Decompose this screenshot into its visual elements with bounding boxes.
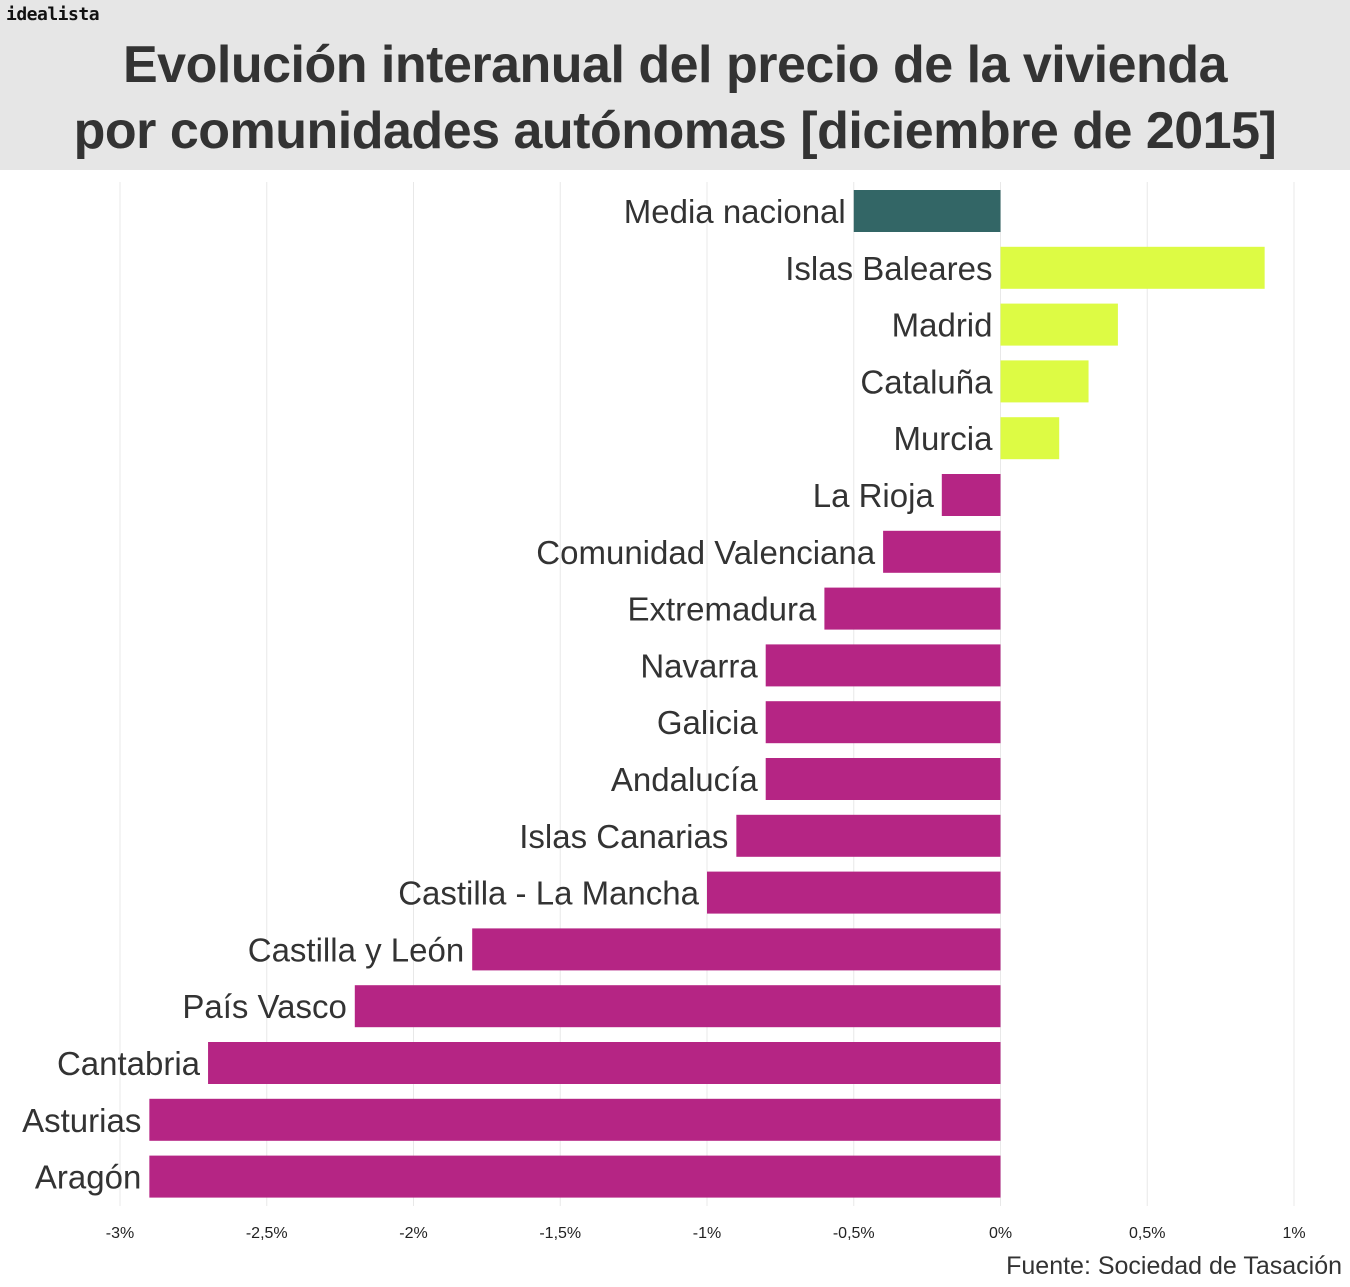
category-label: Navarra [640, 647, 758, 684]
bar [1000, 417, 1060, 460]
category-label: Islas Canarias [519, 818, 728, 855]
bar [883, 530, 1001, 573]
bar [149, 1098, 1001, 1141]
category-label: Asturias [22, 1102, 141, 1139]
bar [736, 814, 1001, 857]
source-note: Fuente: Sociedad de Tasación [1006, 1252, 1342, 1280]
category-label: Castilla y León [248, 931, 464, 968]
x-tick-label: -1% [693, 1225, 721, 1242]
category-label: País Vasco [182, 988, 346, 1025]
x-tick-label: 0,5% [1129, 1225, 1165, 1242]
category-label: Media nacional [624, 193, 846, 230]
header: idealista Evolución interanual del preci… [0, 0, 1350, 170]
category-label: Comunidad Valenciana [536, 534, 875, 571]
bar [208, 1042, 1001, 1084]
bar [1000, 303, 1118, 346]
category-label: Extremadura [627, 591, 817, 628]
category-label: Castilla - La Mancha [398, 875, 699, 912]
category-label: Cataluña [860, 363, 993, 400]
bar [707, 871, 1001, 914]
bar [765, 701, 1001, 744]
bar-chart: -3% -2,5% -2% -1,5% -1% -0,5% 0% 0,5% 1% Media na… [22, 182, 1306, 1242]
x-tick-label: -2% [399, 1225, 427, 1242]
chart-title: Evolución interanual del precio de la vi… [0, 32, 1350, 164]
x-tick-label: -3% [106, 1225, 134, 1242]
x-tick-label: -0,5% [833, 1225, 875, 1242]
bar [941, 474, 1001, 516]
bar [853, 190, 1001, 232]
chart-title-line-2: por comunidades autónomas [diciembre de … [73, 102, 1277, 160]
category-label: Islas Baleares [785, 250, 992, 287]
brand-logo: idealista [6, 4, 100, 25]
x-tick-label: -2,5% [246, 1225, 288, 1242]
bar [149, 1155, 1001, 1198]
x-tick-label: 1% [1282, 1225, 1305, 1242]
bar [472, 928, 1001, 971]
bar [765, 644, 1001, 687]
bar [1000, 246, 1265, 289]
chart-title-line-1: Evolución interanual del precio de la vi… [123, 36, 1228, 94]
category-label: La Rioja [813, 477, 935, 514]
category-label: Madrid [892, 307, 993, 344]
x-tick-label: -1,5% [539, 1225, 581, 1242]
bar [1000, 360, 1089, 403]
category-label: Aragón [35, 1159, 141, 1196]
category-label: Andalucía [611, 761, 758, 798]
category-label: Galicia [657, 704, 759, 741]
bar [765, 758, 1001, 800]
category-label: Cantabria [57, 1045, 201, 1082]
bar [354, 985, 1001, 1028]
x-tick-label: 0% [989, 1225, 1012, 1242]
bar [824, 587, 1001, 630]
category-label: Murcia [893, 420, 993, 457]
